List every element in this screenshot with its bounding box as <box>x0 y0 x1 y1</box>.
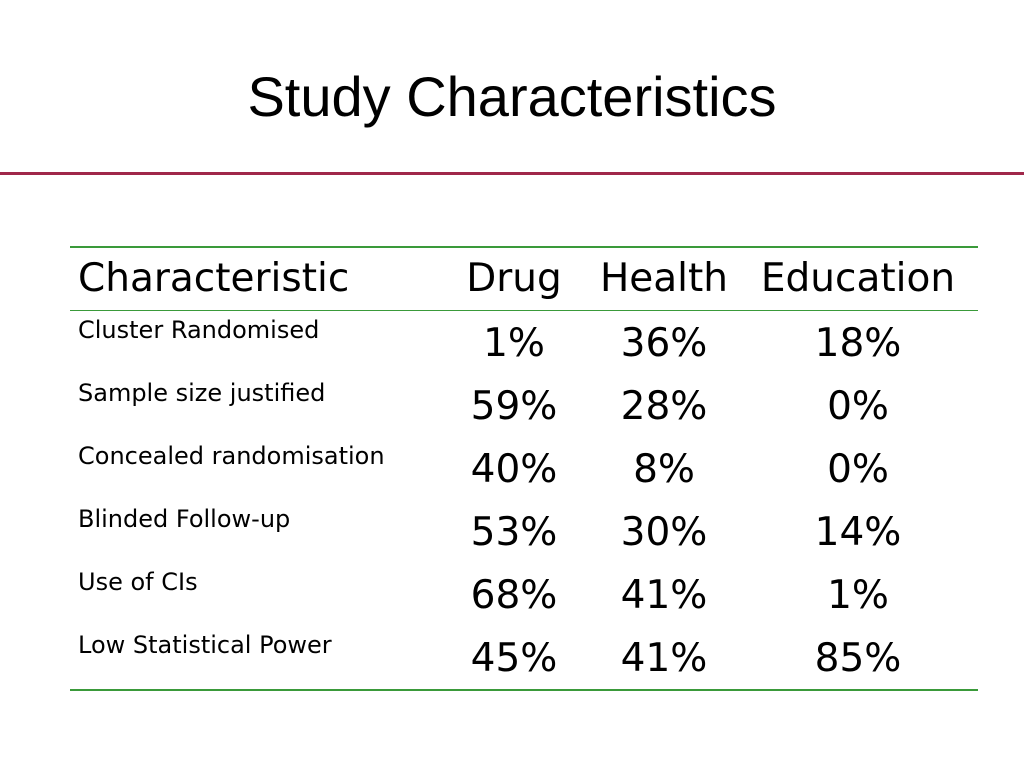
drug-value: 53% <box>470 510 558 555</box>
drug-value: 68% <box>470 573 558 618</box>
education-value: 18% <box>814 321 902 366</box>
table-row: Use of CIs 68% 41% 1% <box>70 563 978 626</box>
education-value: 85% <box>814 636 902 681</box>
health-value: 28% <box>620 384 708 429</box>
health-value: 36% <box>620 321 708 366</box>
drug-value: 40% <box>470 447 558 492</box>
health-value: 41% <box>620 573 708 618</box>
column-header-drug: Drug <box>438 247 590 311</box>
row-label: Concealed randomisation <box>78 442 385 470</box>
row-label: Cluster Randomised <box>78 316 320 344</box>
column-header-health: Health <box>590 247 738 311</box>
title-divider <box>0 172 1024 175</box>
health-value: 8% <box>633 447 695 492</box>
drug-value: 45% <box>470 636 558 681</box>
table-row: Cluster Randomised 1% 36% 18% <box>70 311 978 375</box>
education-value: 0% <box>827 384 889 429</box>
column-header-education: Education <box>738 247 978 311</box>
table-row: Blinded Follow-up 53% 30% 14% <box>70 500 978 563</box>
education-value: 1% <box>827 573 889 618</box>
health-value: 30% <box>620 510 708 555</box>
study-characteristics-table: Characteristic Drug Health Education Clu… <box>70 246 978 691</box>
health-value: 41% <box>620 636 708 681</box>
drug-value: 1% <box>483 321 545 366</box>
table-header-row: Characteristic Drug Health Education <box>70 247 978 311</box>
table-row: Sample size justified 59% 28% 0% <box>70 374 978 437</box>
column-header-characteristic: Characteristic <box>70 247 438 311</box>
row-label: Use of CIs <box>78 568 198 596</box>
education-value: 0% <box>827 447 889 492</box>
row-label: Blinded Follow-up <box>78 505 291 533</box>
drug-value: 59% <box>470 384 558 429</box>
table-row: Low Statistical Power 45% 41% 85% <box>70 626 978 690</box>
row-label: Low Statistical Power <box>78 631 332 659</box>
education-value: 14% <box>814 510 902 555</box>
table-row: Concealed randomisation 40% 8% 0% <box>70 437 978 500</box>
slide-title: Study Characteristics <box>247 65 777 128</box>
row-label: Sample size justified <box>78 379 326 407</box>
